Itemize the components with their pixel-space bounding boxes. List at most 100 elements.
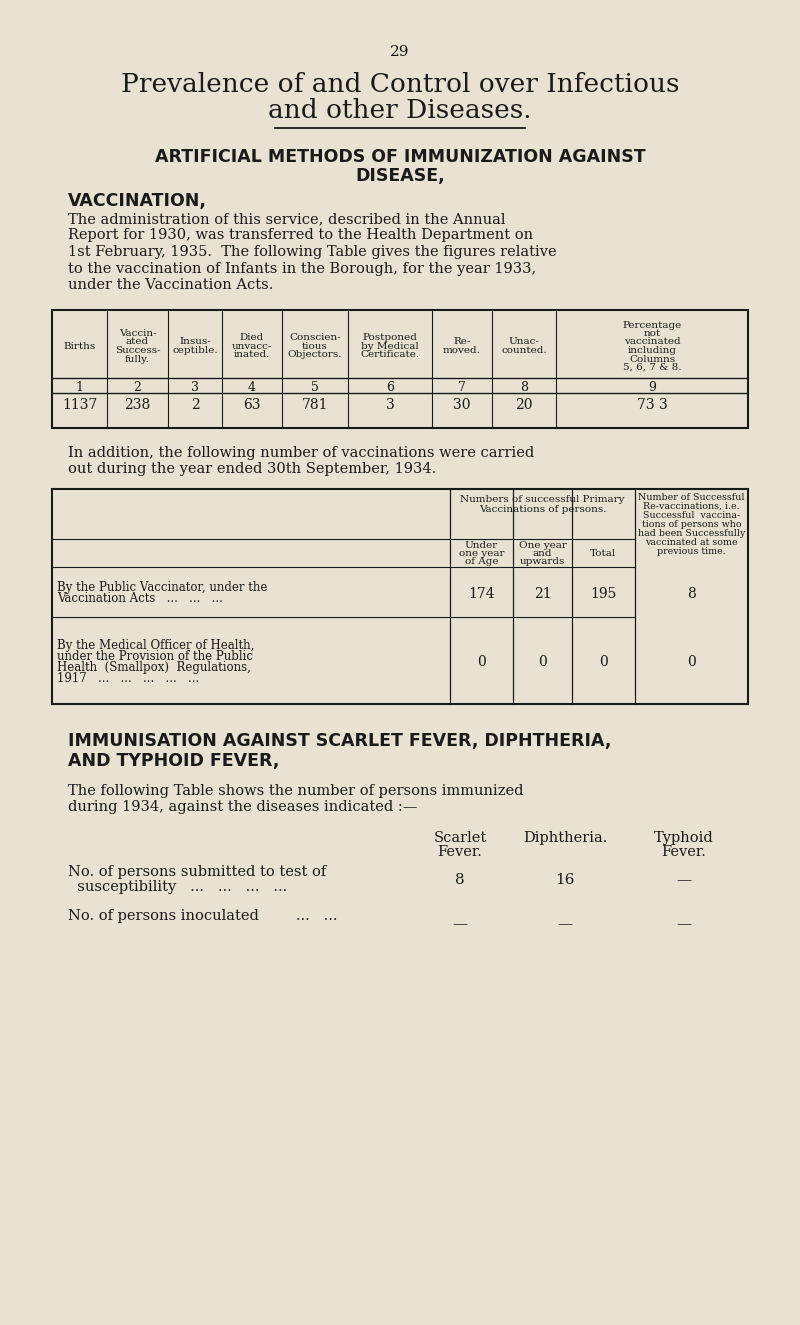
Text: 0: 0: [687, 656, 696, 669]
Text: Scarlet: Scarlet: [434, 831, 486, 845]
Text: not: not: [643, 329, 661, 338]
Text: Postponed: Postponed: [362, 334, 418, 342]
Text: and: and: [533, 549, 552, 558]
Text: 29: 29: [390, 45, 410, 60]
Text: 5, 6, 7 & 8.: 5, 6, 7 & 8.: [622, 363, 682, 372]
Text: 21: 21: [534, 587, 551, 602]
Text: No. of persons submitted to test of: No. of persons submitted to test of: [68, 865, 326, 878]
Text: moved.: moved.: [443, 346, 481, 355]
Text: Columns: Columns: [629, 355, 675, 363]
Text: susceptibility   ...   ...   ...   ...: susceptibility ... ... ... ...: [68, 880, 287, 894]
Text: and other Diseases.: and other Diseases.: [268, 98, 532, 123]
Text: Fever.: Fever.: [662, 845, 706, 859]
Text: 8: 8: [687, 587, 696, 602]
Text: 2: 2: [190, 398, 199, 412]
Text: Fever.: Fever.: [438, 845, 482, 859]
Text: Under: Under: [465, 541, 498, 550]
Text: 3: 3: [386, 398, 394, 412]
Text: DISEASE,: DISEASE,: [355, 167, 445, 186]
Text: 1: 1: [75, 382, 83, 394]
Text: 0: 0: [477, 656, 486, 669]
Text: 73 3: 73 3: [637, 398, 667, 412]
Text: ceptible.: ceptible.: [172, 346, 218, 355]
Text: Re-: Re-: [454, 338, 470, 347]
Text: In addition, the following number of vaccinations were carried: In addition, the following number of vac…: [68, 447, 534, 460]
Text: VACCINATION,: VACCINATION,: [68, 192, 207, 209]
Text: Died: Died: [240, 334, 264, 342]
Text: unvacc-: unvacc-: [232, 342, 272, 351]
Text: 9: 9: [648, 382, 656, 394]
Text: Insus-: Insus-: [179, 338, 211, 347]
Text: 7: 7: [458, 382, 466, 394]
Text: 5: 5: [311, 382, 319, 394]
Text: 1137: 1137: [62, 398, 97, 412]
Text: —: —: [676, 873, 692, 886]
Text: 6: 6: [386, 382, 394, 394]
Text: 3: 3: [191, 382, 199, 394]
Text: vaccinated: vaccinated: [624, 338, 680, 347]
Text: No. of persons inoculated        ...   ...: No. of persons inoculated ... ...: [68, 909, 338, 924]
Text: including: including: [627, 346, 677, 355]
Text: The administration of this service, described in the Annual: The administration of this service, desc…: [68, 212, 506, 227]
Text: By the Medical Officer of Health,: By the Medical Officer of Health,: [57, 639, 254, 652]
Text: vaccinated at some: vaccinated at some: [645, 538, 738, 547]
Text: 1917   ...   ...   ...   ...   ...: 1917 ... ... ... ... ...: [57, 672, 199, 685]
Text: tious: tious: [302, 342, 328, 351]
Text: IMMUNISATION AGAINST SCARLET FEVER, DIPHTHERIA,: IMMUNISATION AGAINST SCARLET FEVER, DIPH…: [68, 731, 611, 750]
Text: Births: Births: [63, 342, 96, 351]
Text: one year: one year: [458, 549, 504, 558]
Text: tions of persons who: tions of persons who: [642, 519, 742, 529]
Text: Vaccination Acts   ...   ...   ...: Vaccination Acts ... ... ...: [57, 592, 223, 606]
Text: of Age: of Age: [465, 556, 498, 566]
Text: Number of Successful: Number of Successful: [638, 493, 745, 502]
Bar: [52, 489, 748, 704]
Text: 238: 238: [124, 398, 150, 412]
Text: One year: One year: [518, 541, 566, 550]
Text: inated.: inated.: [234, 350, 270, 359]
Text: previous time.: previous time.: [657, 547, 726, 556]
Text: Numbers of successful Primary: Numbers of successful Primary: [460, 496, 625, 504]
Text: 8: 8: [455, 873, 465, 886]
Text: 4: 4: [248, 382, 256, 394]
Text: 0: 0: [599, 656, 608, 669]
Text: 0: 0: [538, 656, 547, 669]
Text: —: —: [676, 917, 692, 931]
Text: Certificate.: Certificate.: [361, 350, 419, 359]
Text: Vaccin-: Vaccin-: [118, 329, 156, 338]
Text: upwards: upwards: [520, 556, 565, 566]
Text: —: —: [558, 917, 573, 931]
Text: 1st February, 1935.  The following Table gives the figures relative: 1st February, 1935. The following Table …: [68, 245, 557, 258]
Text: ARTIFICIAL METHODS OF IMMUNIZATION AGAINST: ARTIFICIAL METHODS OF IMMUNIZATION AGAIN…: [154, 148, 646, 166]
Text: Successful  vaccina-: Successful vaccina-: [643, 511, 740, 519]
Text: by Medical: by Medical: [361, 342, 419, 351]
Text: 63: 63: [243, 398, 261, 412]
Text: Conscien-: Conscien-: [289, 334, 341, 342]
Text: Unac-: Unac-: [509, 338, 539, 347]
Text: Diphtheria.: Diphtheria.: [523, 831, 607, 845]
Text: counted.: counted.: [501, 346, 547, 355]
Text: By the Public Vaccinator, under the: By the Public Vaccinator, under the: [57, 580, 267, 594]
Text: Vaccinations of persons.: Vaccinations of persons.: [478, 505, 606, 514]
Text: AND TYPHOID FEVER,: AND TYPHOID FEVER,: [68, 753, 279, 770]
Text: Success-: Success-: [114, 346, 160, 355]
Text: had been Successfully: had been Successfully: [638, 529, 745, 538]
Text: 2: 2: [134, 382, 142, 394]
Text: The following Table shows the number of persons immunized: The following Table shows the number of …: [68, 784, 523, 798]
Text: under the Provision of the Public: under the Provision of the Public: [57, 649, 253, 662]
Text: Total: Total: [590, 549, 617, 558]
Text: 16: 16: [555, 873, 574, 886]
Text: Percentage: Percentage: [622, 321, 682, 330]
Text: under the Vaccination Acts.: under the Vaccination Acts.: [68, 278, 274, 292]
Text: Health  (Smallpox)  Regulations,: Health (Smallpox) Regulations,: [57, 660, 251, 673]
Text: 20: 20: [515, 398, 533, 412]
Text: 8: 8: [520, 382, 528, 394]
Text: 195: 195: [590, 587, 617, 602]
Text: Prevalence of and Control over Infectious: Prevalence of and Control over Infectiou…: [121, 72, 679, 97]
Text: to the vaccination of Infants in the Borough, for the year 1933,: to the vaccination of Infants in the Bor…: [68, 261, 536, 276]
Text: 30: 30: [454, 398, 470, 412]
Text: fully.: fully.: [125, 355, 150, 363]
Text: Typhoid: Typhoid: [654, 831, 714, 845]
Text: Re-vaccinations, i.e.: Re-vaccinations, i.e.: [643, 502, 740, 511]
Text: out during the year ended 30th September, 1934.: out during the year ended 30th September…: [68, 462, 436, 477]
Text: —: —: [452, 917, 468, 931]
